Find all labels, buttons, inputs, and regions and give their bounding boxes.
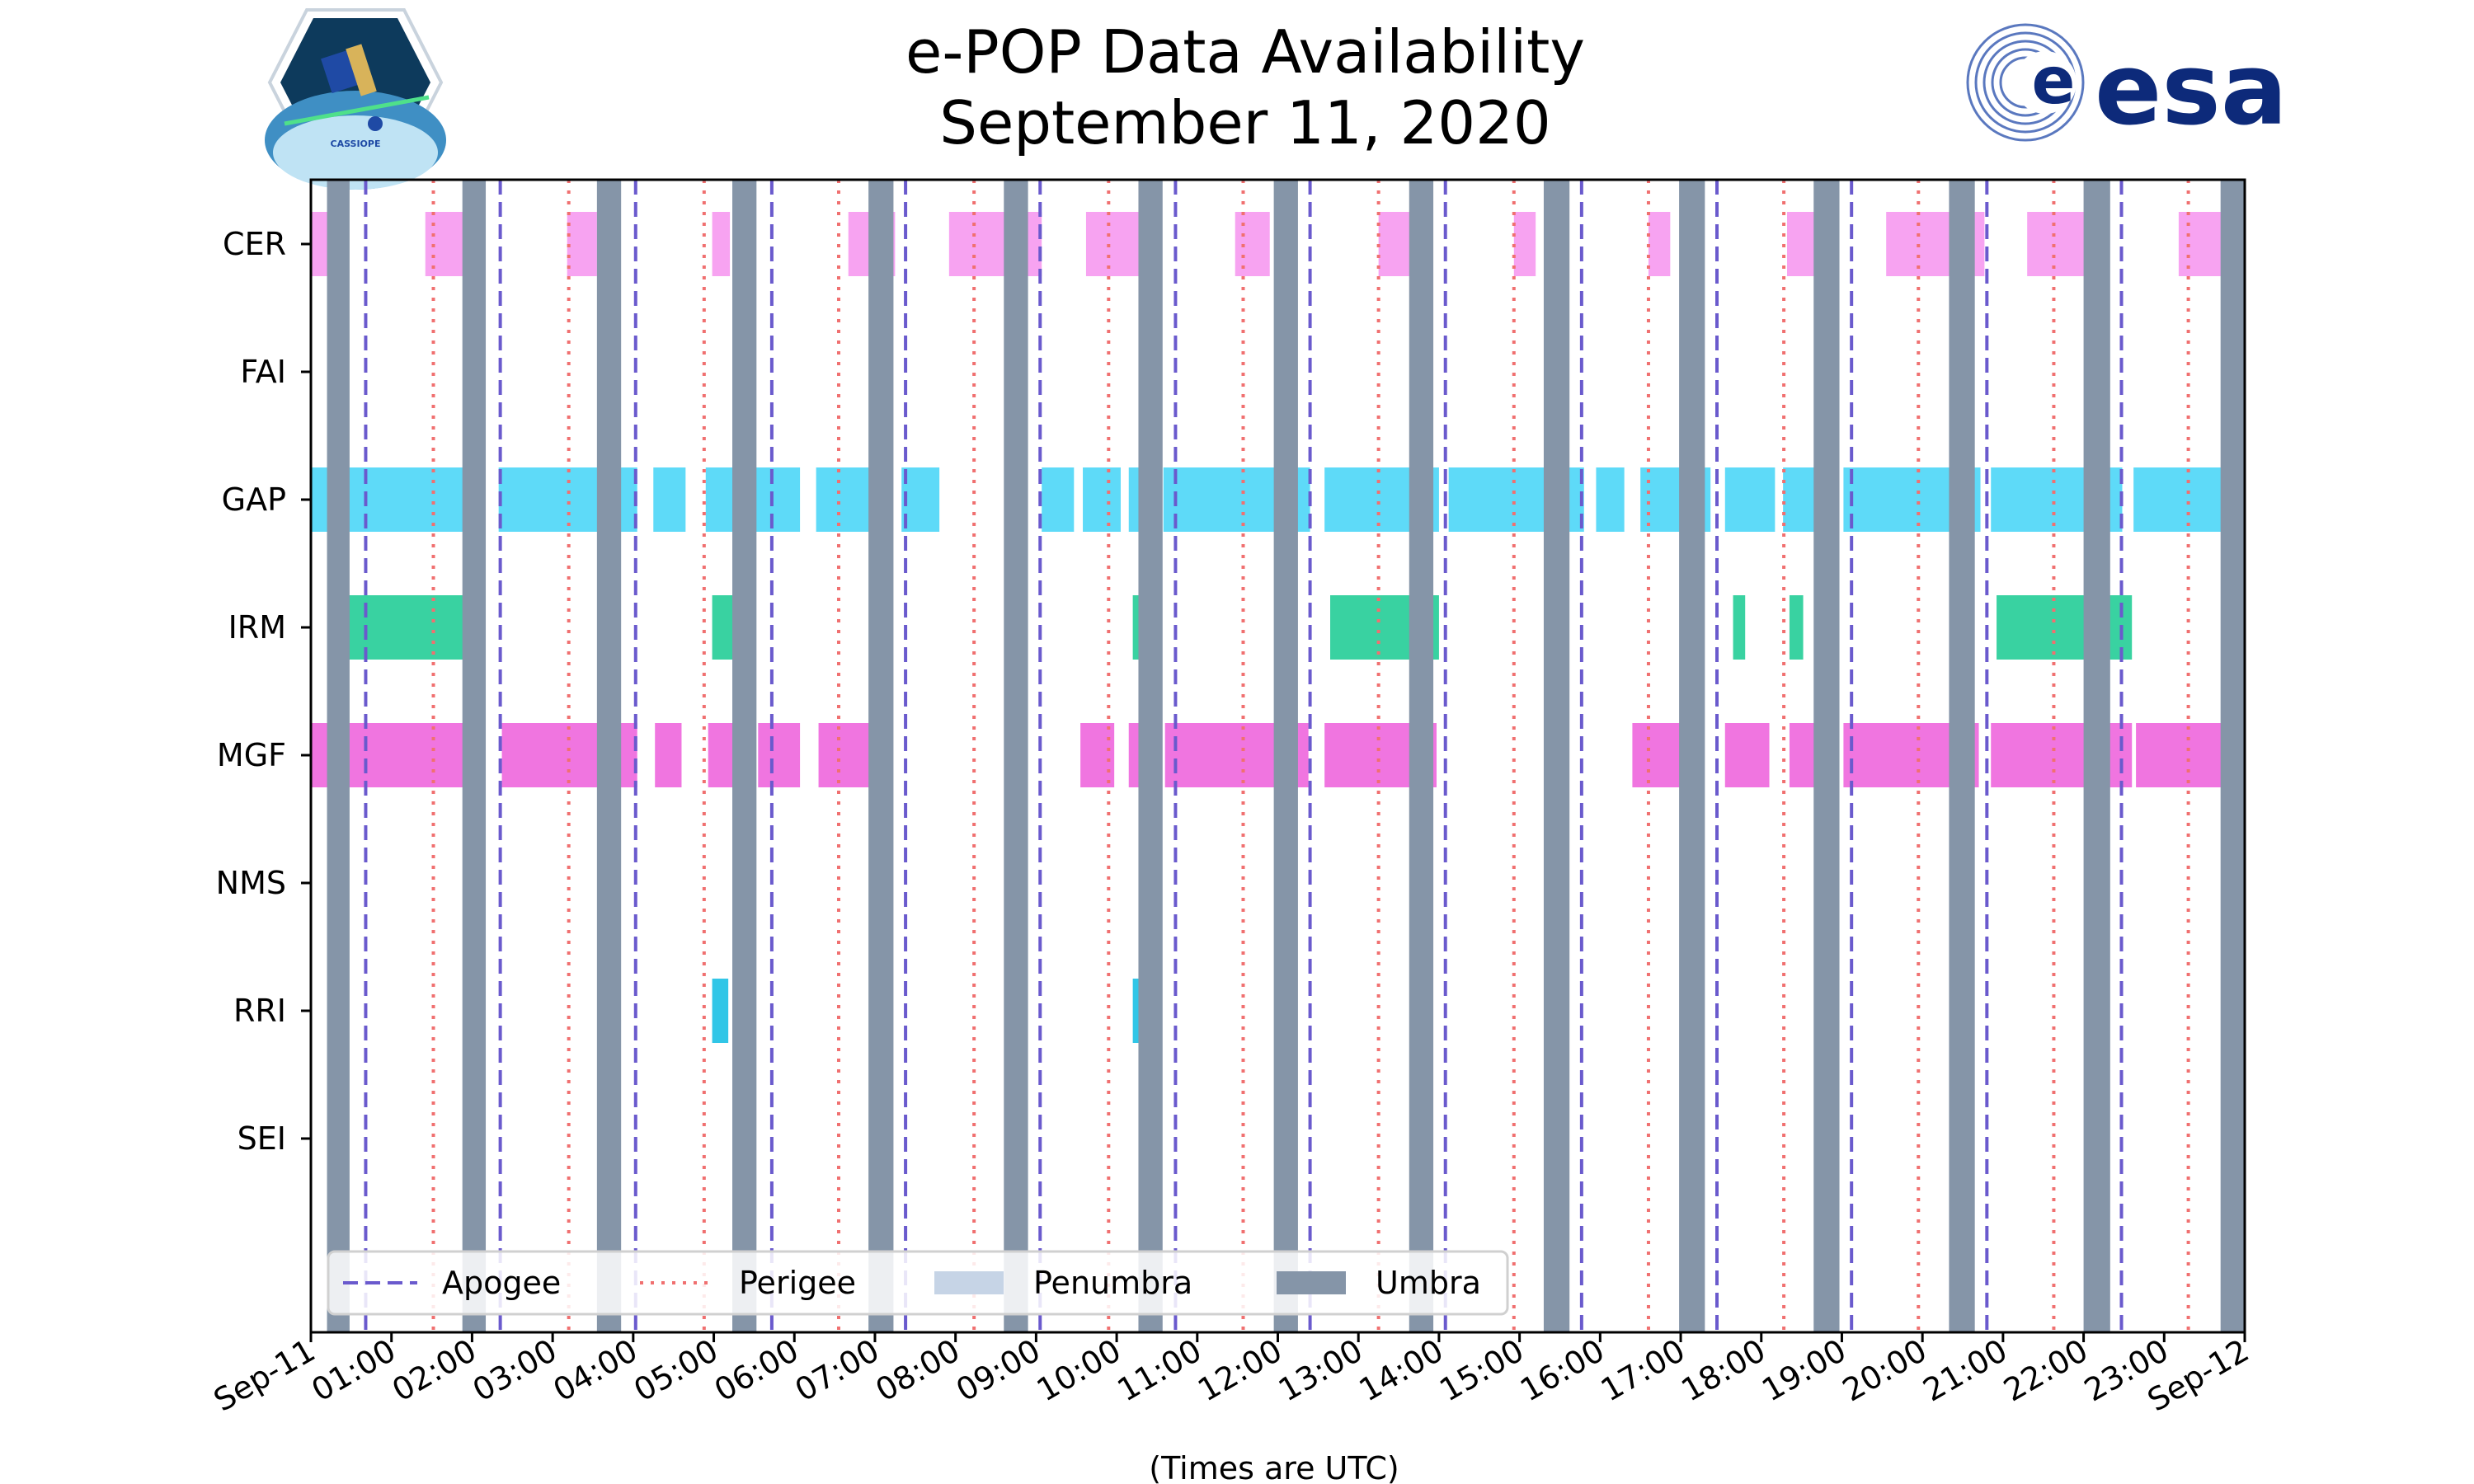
x-tick-label: 01:00: [305, 1332, 402, 1409]
x-tick-label: 08:00: [869, 1332, 966, 1409]
x-tick-label: 04:00: [547, 1332, 643, 1409]
legend-penumbra-symbol: [934, 1271, 1004, 1294]
umbra-band: [2083, 180, 2110, 1332]
x-tick-label: 06:00: [708, 1332, 805, 1409]
y-tick-label-gap: GAP: [222, 481, 286, 518]
data-bar-mgf: [758, 723, 801, 787]
cassiope-logo: CASSIOPE: [265, 8, 446, 190]
data-bar-gap: [1724, 467, 1776, 532]
x-tick-label: 17:00: [1595, 1332, 1691, 1409]
data-bar-cer: [567, 212, 597, 276]
x-tick-label: 13:00: [1272, 1332, 1369, 1409]
umbra-band: [1409, 180, 1434, 1332]
y-tick-label-nms: NMS: [216, 865, 286, 901]
data-bar-gap: [1083, 467, 1121, 532]
x-tick-label: 10:00: [1031, 1332, 1127, 1409]
legend-label-perigee: Perigee: [739, 1265, 856, 1301]
data-bar-gap: [653, 467, 686, 532]
y-tick-label-rri: RRI: [233, 993, 286, 1029]
umbra-band: [1004, 180, 1028, 1332]
legend: Apogee Perigee Penumbra Umbra: [327, 1250, 1509, 1316]
data-bar-cer: [1648, 212, 1671, 276]
data-bar-cer: [712, 212, 731, 276]
umbra-band: [868, 180, 894, 1332]
x-tick-label: 09:00: [950, 1332, 1047, 1409]
x-tick-label: 21:00: [1917, 1332, 2014, 1409]
data-bar-mgf: [345, 723, 485, 787]
data-bar-mgf: [1724, 723, 1770, 787]
umbra-band: [1273, 180, 1298, 1332]
umbra-band: [1679, 180, 1705, 1332]
data-bar-cer: [2027, 212, 2088, 276]
umbra-band: [732, 180, 757, 1332]
data-bar-gap: [755, 467, 801, 532]
cassiope-logo-text: CASSIOPE: [331, 139, 381, 149]
x-tick-label: 15:00: [1433, 1332, 1530, 1409]
x-tick-label: 11:00: [1111, 1332, 1207, 1409]
data-bar-cer: [1235, 212, 1270, 276]
data-bar-irm: [1997, 595, 2133, 660]
data-bar-cer: [1378, 212, 1413, 276]
x-tick-label: 14:00: [1353, 1332, 1450, 1409]
legend-box: [327, 1250, 1509, 1316]
data-bar-cer: [425, 212, 468, 276]
svg-text:e: e: [2032, 45, 2076, 119]
legend-label-penumbra: Penumbra: [1033, 1265, 1192, 1301]
umbra-band: [462, 180, 487, 1332]
x-tick-label: 05:00: [628, 1332, 724, 1409]
data-bar-irm: [346, 595, 485, 660]
legend-umbra-symbol: [1277, 1271, 1346, 1294]
y-tick-label-mgf: MGF: [217, 737, 286, 773]
x-tick-label: Sep-11: [208, 1332, 322, 1419]
data-bar-mgf: [1991, 723, 2133, 787]
umbra-band: [2220, 180, 2245, 1332]
chart-title: e-POP Data Availability: [905, 17, 1585, 87]
data-bar-irm: [1789, 595, 1804, 660]
x-axis-label: (Times are UTC): [1149, 1450, 1399, 1484]
esa-logo: e esa: [1966, 23, 2288, 148]
umbra-band: [1949, 180, 1975, 1332]
x-tick-label: 16:00: [1514, 1332, 1611, 1409]
umbra-band: [1543, 180, 1570, 1332]
y-tick-label-sei: SEI: [238, 1120, 286, 1157]
y-tick-label-irm: IRM: [228, 609, 286, 646]
y-tick-label-fai: FAI: [240, 354, 286, 390]
umbra-band: [1813, 180, 1840, 1332]
data-bar-gap: [1596, 467, 1625, 532]
x-tick-label: 03:00: [467, 1332, 563, 1409]
x-tick-label: 12:00: [1192, 1332, 1288, 1409]
chart-subtitle: September 11, 2020: [939, 88, 1550, 157]
data-bar-irm: [1733, 595, 1746, 660]
data-bar-mgf: [655, 723, 682, 787]
data-bar-gap: [901, 467, 940, 532]
y-tick-label-cer: CER: [223, 226, 286, 262]
x-tick-label: 02:00: [386, 1332, 482, 1409]
esa-logo-text: esa: [2095, 33, 2288, 148]
x-tick-label: 22:00: [1997, 1332, 2094, 1409]
x-tick-label: 19:00: [1756, 1332, 1852, 1409]
data-bar-mgf: [311, 723, 329, 787]
umbra-band: [1138, 180, 1163, 1332]
umbra-band: [327, 180, 350, 1332]
x-tick-label: 07:00: [789, 1332, 886, 1409]
plot-area: CER FAI GAP IRM MGF NMS RRI SEI Sep-1101:0002:00…: [208, 178, 2255, 1419]
data-bar-rri: [712, 979, 729, 1043]
data-bar-mgf: [1080, 723, 1115, 787]
legend-label-apogee: Apogee: [442, 1265, 561, 1301]
data-bar-gap: [1042, 467, 1075, 532]
data-bar-cer: [1513, 212, 1536, 276]
umbra-band: [596, 180, 622, 1332]
x-tick-label: 18:00: [1675, 1332, 1771, 1409]
x-tick-label: 20:00: [1837, 1332, 1933, 1409]
legend-label-umbra: Umbra: [1376, 1265, 1481, 1301]
